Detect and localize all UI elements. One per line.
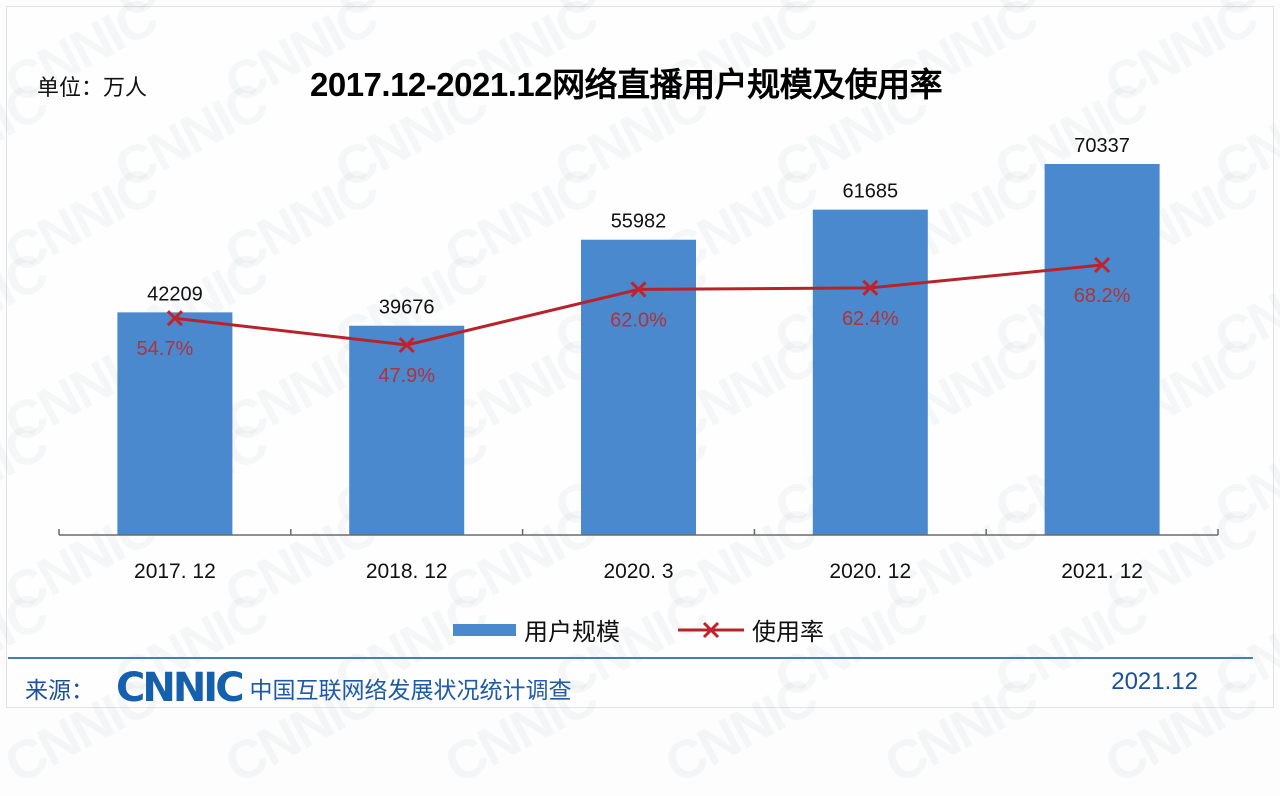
x-tick-label: 2017. 12 bbox=[134, 560, 216, 583]
bar-value-label: 61685 bbox=[842, 181, 898, 203]
bar-4 bbox=[1044, 164, 1160, 535]
x-marker-icon bbox=[630, 281, 647, 298]
rate-value-label: 47.9% bbox=[378, 365, 435, 387]
x-marker-icon bbox=[166, 310, 183, 327]
bar-value-label: 42209 bbox=[147, 283, 203, 305]
chart-plot: 42209 2017. 12 39676 2018. 12 55982 2020. 3 61… bbox=[58, 135, 1219, 583]
line-series-usage-rate bbox=[166, 256, 1111, 354]
footer-divider bbox=[8, 657, 1253, 659]
legend-line-x-marker-icon bbox=[678, 621, 744, 638]
data-labels: 42209 2017. 12 39676 2018. 12 55982 2020. 3 61… bbox=[134, 135, 1143, 583]
x-marker-icon bbox=[862, 279, 879, 296]
bar-3 bbox=[812, 209, 928, 535]
bar-1 bbox=[349, 325, 465, 535]
source-organization: 中国互联网络发展状况统计调查 bbox=[249, 677, 572, 703]
bar-value-label: 70337 bbox=[1074, 135, 1130, 157]
source-label: 来源： bbox=[25, 677, 94, 703]
unit-label: 单位：万人 bbox=[37, 75, 148, 100]
x-tick-label: 2021. 12 bbox=[1061, 560, 1143, 583]
x-axis bbox=[58, 529, 1219, 536]
source-line: 来源： CNNIC 中国互联网络发展状况统计调查 bbox=[25, 668, 572, 708]
publication-date: 2021.12 bbox=[1111, 668, 1198, 695]
bar-value-label: 39676 bbox=[379, 297, 435, 319]
x-tick-label: 2020. 12 bbox=[829, 560, 911, 583]
legend-bar-swatch-icon bbox=[453, 623, 516, 636]
cnnic-logo-icon: CNNIC bbox=[116, 665, 245, 711]
legend-label-usage-rate: 使用率 bbox=[752, 619, 824, 646]
bar-value-label: 55982 bbox=[611, 211, 667, 233]
rate-value-label: 62.0% bbox=[610, 309, 667, 331]
rate-value-label: 68.2% bbox=[1074, 285, 1131, 307]
legend-item-user-scale: 用户规模 bbox=[453, 612, 620, 647]
x-tick-label: 2018. 12 bbox=[366, 560, 448, 583]
legend: 用户规模 使用率 bbox=[453, 612, 824, 647]
rate-value-label: 62.4% bbox=[842, 308, 899, 330]
x-tick-label: 2020. 3 bbox=[603, 560, 673, 583]
bar-0 bbox=[117, 312, 233, 535]
x-marker-icon bbox=[1094, 256, 1111, 274]
rate-value-label: 54.7% bbox=[137, 338, 194, 360]
bar-2 bbox=[581, 239, 696, 535]
x-marker-icon bbox=[398, 336, 415, 354]
legend-item-usage-rate: 使用率 bbox=[678, 612, 824, 647]
chart-title: 2017.12-2021.12网络直播用户规模及使用率 bbox=[310, 66, 943, 103]
legend-label-user-scale: 用户规模 bbox=[524, 619, 620, 646]
